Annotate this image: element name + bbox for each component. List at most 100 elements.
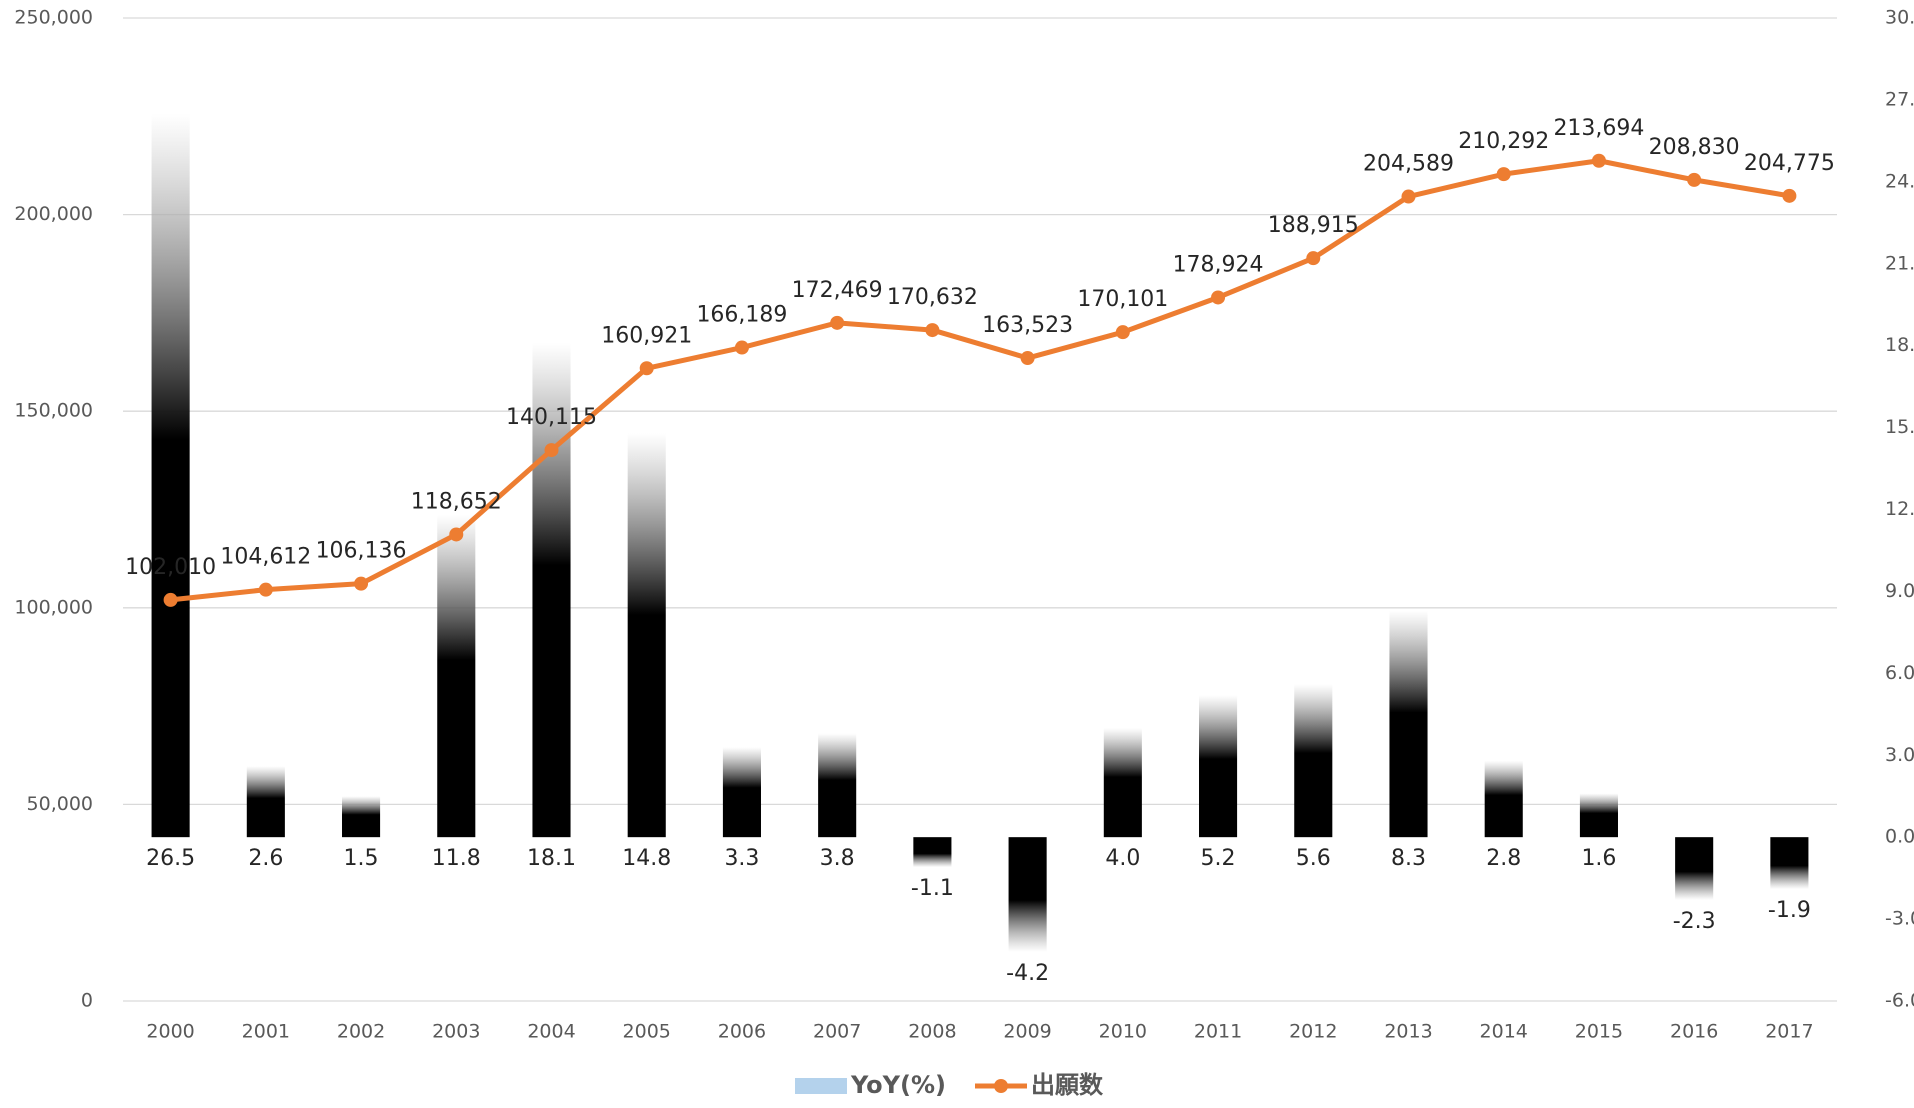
x-tick-label: 2007: [813, 1021, 861, 1043]
line-point: [163, 592, 178, 607]
y2-tick-label: -6.0: [1885, 990, 1914, 1012]
y2-tick-label: 24.0: [1885, 170, 1914, 192]
y-tick-label: 0: [81, 990, 93, 1012]
bar-value-label: -1.1: [911, 876, 954, 901]
x-tick-label: 2006: [718, 1021, 766, 1043]
y2-tick-label: -3.0: [1885, 908, 1914, 930]
y2-tick-label: 3.0: [1885, 744, 1914, 766]
bar-value-label: 1.5: [344, 846, 379, 871]
y2-tick-label: 15.0: [1885, 416, 1914, 438]
y-tick-label: 100,000: [14, 596, 93, 618]
bar: [1484, 760, 1523, 838]
line-value-label: 102,010: [125, 555, 216, 580]
line-point: [544, 443, 559, 458]
bar: [913, 837, 952, 868]
y2-tick-label: 0.0: [1885, 826, 1914, 848]
bar: [1675, 837, 1714, 900]
bar-value-label: 11.8: [432, 846, 481, 871]
line-point: [734, 340, 749, 355]
y-tick-label: 250,000: [14, 7, 93, 29]
y2-tick-label: 30.0: [1885, 7, 1914, 29]
y2-tick-label: 21.0: [1885, 252, 1914, 274]
bar: [627, 433, 666, 838]
line-value-label: 204,775: [1744, 151, 1835, 176]
legend-swatch: [994, 1079, 1008, 1093]
line-point: [354, 576, 369, 591]
line-point: [449, 527, 464, 542]
bar-value-label: 3.3: [724, 846, 759, 871]
y-tick-label: 150,000: [14, 400, 93, 422]
line-point: [1401, 189, 1416, 204]
x-tick-label: 2008: [908, 1021, 956, 1043]
x-tick-label: 2001: [242, 1021, 290, 1043]
bar-value-label: 1.6: [1581, 846, 1616, 871]
line-value-label: 140,115: [506, 405, 597, 430]
x-tick-label: 2005: [623, 1021, 671, 1043]
line-point: [639, 361, 654, 376]
line-point: [1115, 325, 1130, 340]
bar-value-label: 26.5: [146, 846, 195, 871]
bar: [1103, 727, 1142, 838]
bar: [1008, 837, 1047, 952]
line: [170, 158, 1790, 603]
x-tick-label: 2016: [1670, 1021, 1718, 1043]
line-value-label: 106,136: [316, 539, 407, 564]
x-tick-label: 2010: [1099, 1021, 1147, 1043]
line-point: [1306, 251, 1321, 266]
bar-value-label: 14.8: [622, 846, 671, 871]
x-tick-label: 2015: [1575, 1021, 1623, 1043]
line-value-label: 166,189: [696, 303, 787, 328]
bar-value-label: -1.9: [1768, 898, 1811, 923]
x-tick-label: 2017: [1765, 1021, 1813, 1043]
line-point: [1687, 172, 1702, 187]
bar: [1579, 793, 1618, 838]
y2-tick-label: 6.0: [1885, 662, 1914, 684]
bar: [151, 113, 190, 838]
bar-value-label: 2.6: [248, 846, 283, 871]
line-value-label: 163,523: [982, 313, 1073, 338]
y2-tick-label: 12.0: [1885, 498, 1914, 520]
bar-value-label: 5.2: [1201, 846, 1236, 871]
y2-tick-label: 18.0: [1885, 334, 1914, 356]
y-tick-label: 200,000: [14, 203, 93, 225]
x-tick-label: 2012: [1289, 1021, 1337, 1043]
y2-tick-label: 9.0: [1885, 580, 1914, 602]
line-value-label: 172,469: [792, 278, 883, 303]
bar-value-label: -2.3: [1673, 909, 1716, 934]
line-value-label: 208,830: [1649, 135, 1740, 160]
bar-value-label: 4.0: [1105, 846, 1140, 871]
bar: [1389, 610, 1428, 838]
line-value-label: 178,924: [1173, 252, 1264, 277]
line-value-label: 160,921: [601, 323, 692, 348]
bar: [246, 766, 285, 838]
x-tick-label: 2011: [1194, 1021, 1242, 1043]
line-value-label: 118,652: [411, 489, 502, 514]
line-point: [258, 582, 273, 597]
y-tick-label: 50,000: [27, 793, 93, 815]
line-point: [1020, 351, 1035, 366]
x-tick-label: 2013: [1384, 1021, 1432, 1043]
bar-value-label: 2.8: [1486, 846, 1521, 871]
legend-label: YoY(%): [850, 1071, 946, 1099]
x-tick-label: 2003: [432, 1021, 480, 1043]
line-value-label: 210,292: [1458, 129, 1549, 154]
bar: [722, 747, 761, 838]
bar: [1770, 837, 1809, 890]
bar-value-label: 5.6: [1296, 846, 1331, 871]
line-point: [1591, 153, 1606, 168]
x-tick-label: 2014: [1480, 1021, 1528, 1043]
bar: [818, 733, 857, 838]
line-value-label: 170,632: [887, 285, 978, 310]
bar: [532, 342, 571, 838]
bar-value-label: 18.1: [527, 846, 576, 871]
bar-value-label: 8.3: [1391, 846, 1426, 871]
line-value-label: 104,612: [220, 545, 311, 570]
bar: [342, 796, 381, 838]
bar-value-label: 3.8: [820, 846, 855, 871]
bar: [1199, 695, 1238, 838]
line-value-label: 213,694: [1553, 116, 1644, 141]
y2-tick-label: 27.0: [1885, 88, 1914, 110]
line-point: [1211, 290, 1226, 305]
line-value-label: 204,589: [1363, 152, 1454, 177]
